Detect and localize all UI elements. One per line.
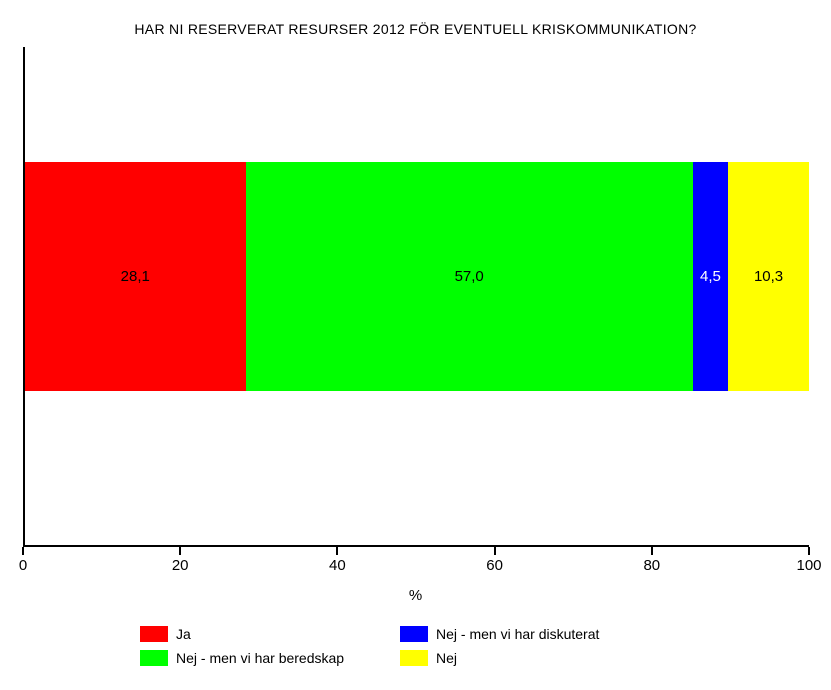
x-tick-label: 60 [486, 557, 503, 574]
bar-segment-1: 57,0 [246, 162, 693, 391]
bar-segment-value: 4,5 [700, 268, 721, 285]
legend-item: Nej [400, 646, 700, 670]
x-tick-label: 20 [172, 557, 189, 574]
legend-item: Ja [140, 622, 400, 646]
x-tick [179, 547, 181, 555]
stacked-bar-row: 28,1 57,0 4,5 10,3 [25, 162, 809, 391]
legend-label: Nej [436, 650, 457, 666]
plot-area: 28,1 57,0 4,5 10,3 [23, 47, 809, 547]
legend-item: Nej - men vi har diskuterat [400, 622, 700, 646]
x-tick [808, 547, 810, 555]
legend: Ja Nej - men vi har diskuterat Nej - men v… [140, 622, 740, 670]
bar-segment-value: 57,0 [455, 268, 484, 285]
legend-swatch [400, 650, 428, 666]
x-tick [651, 547, 653, 555]
legend-item: Nej - men vi har beredskap [140, 646, 400, 670]
legend-label: Nej - men vi har beredskap [176, 650, 344, 666]
chart-title: HAR NI RESERVERAT RESURSER 2012 FÖR EVEN… [0, 21, 831, 37]
bar-segment-3: 10,3 [728, 162, 809, 391]
legend-swatch [400, 626, 428, 642]
x-tick [22, 547, 24, 555]
bar-segment-2: 4,5 [693, 162, 728, 391]
legend-label: Ja [176, 626, 191, 642]
x-tick-label: 40 [329, 557, 346, 574]
bar-segment-value: 28,1 [121, 268, 150, 285]
legend-label: Nej - men vi har diskuterat [436, 626, 599, 642]
bar-segment-value: 10,3 [754, 268, 783, 285]
legend-swatch [140, 626, 168, 642]
x-tick-label: 100 [796, 557, 821, 574]
legend-swatch [140, 650, 168, 666]
bar-segment-0: 28,1 [25, 162, 246, 391]
chart-container: HAR NI RESERVERAT RESURSER 2012 FÖR EVEN… [0, 0, 831, 690]
x-tick [336, 547, 338, 555]
x-tick-label: 80 [643, 557, 660, 574]
x-axis-label: % [0, 587, 831, 604]
x-tick [494, 547, 496, 555]
x-tick-label: 0 [19, 557, 27, 574]
